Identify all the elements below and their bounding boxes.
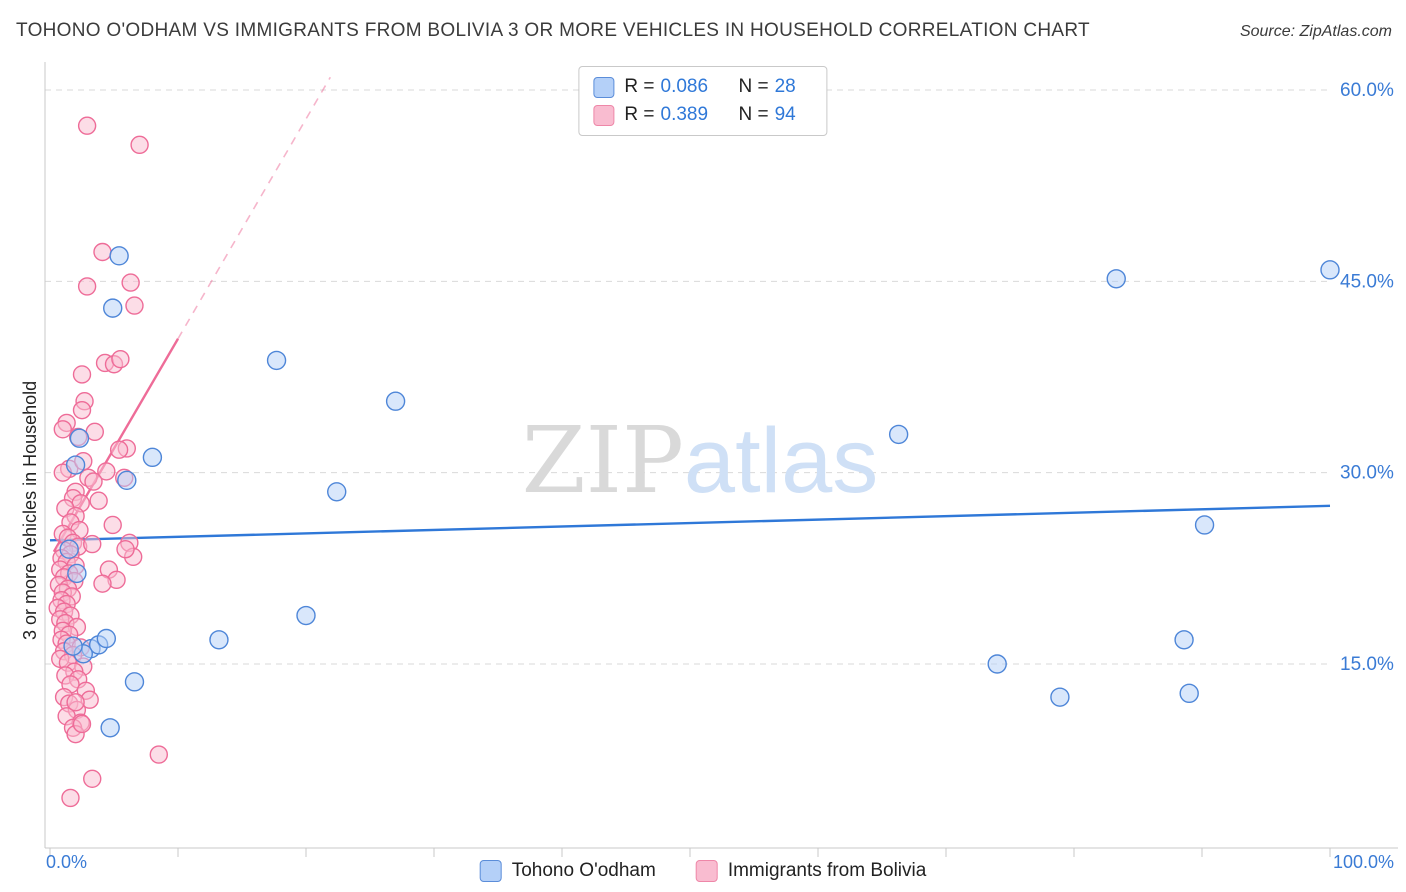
x-axis-max-label: 100.0% (1332, 852, 1394, 872)
legend-item-tohono: Tohono O'odham (479, 860, 656, 882)
bolivia-point[interactable] (111, 349, 130, 369)
bolivia-point[interactable] (130, 135, 149, 155)
tohono-point[interactable] (1194, 515, 1215, 535)
bolivia-point[interactable] (93, 574, 112, 593)
bolivia-point[interactable] (72, 714, 92, 734)
source-link[interactable]: Source: ZipAtlas.com (1239, 23, 1392, 40)
tohono-point[interactable] (888, 424, 909, 445)
tohono-point[interactable] (124, 672, 145, 692)
bolivia-point[interactable] (66, 693, 85, 712)
legend-item-bolivia: Immigrants from Bolivia (695, 860, 927, 882)
bolivia-point[interactable] (109, 440, 129, 459)
r-value: 0.389 (660, 104, 709, 125)
tohono-point[interactable] (987, 654, 1007, 674)
bolivia-point[interactable] (83, 534, 102, 554)
n-label: N = (738, 76, 769, 97)
y-tick-label: 45.0% (1340, 271, 1394, 292)
r-value: 0.086 (660, 76, 709, 97)
tohono-point[interactable] (1320, 260, 1340, 280)
y-tick-label: 15.0% (1340, 654, 1394, 675)
tohono-point[interactable] (63, 636, 83, 656)
legend-row-tohono: R = 0.086 N = 28 (593, 76, 808, 98)
r-label: R = (624, 104, 655, 125)
bolivia-point[interactable] (125, 296, 144, 315)
tohono-swatch-icon (593, 76, 615, 98)
tohono-swatch-icon (479, 860, 502, 882)
bolivia-point[interactable] (83, 769, 102, 789)
n-label: N = (738, 104, 769, 125)
legend-item-label: Immigrants from Bolivia (727, 860, 927, 881)
tohono-point[interactable] (209, 630, 229, 650)
r-label: R = (624, 76, 655, 97)
bolivia-swatch-icon (695, 860, 718, 882)
tohono-point[interactable] (117, 470, 137, 491)
tohono-point[interactable] (59, 539, 79, 559)
correlation-legend-box: R = 0.086 N = 28 R = 0.389 N = 94 (578, 66, 828, 136)
watermark: ZIPatlas (522, 407, 879, 514)
bolivia-swatch-icon (593, 104, 615, 126)
page-title: TOHONO O'ODHAM VS IMMIGRANTS FROM BOLIVI… (16, 20, 1090, 41)
bolivia-point[interactable] (149, 745, 169, 764)
tohono-point[interactable] (103, 298, 123, 318)
bolivia-point[interactable] (72, 400, 92, 420)
bolivia-point[interactable] (89, 491, 108, 510)
bolivia-point[interactable] (121, 273, 140, 292)
tohono-point[interactable] (100, 718, 120, 738)
tohono-point[interactable] (1106, 269, 1126, 289)
tohono-point[interactable] (109, 246, 129, 266)
tohono-point[interactable] (1174, 630, 1194, 650)
tohono-point[interactable] (385, 391, 406, 411)
bolivia-point[interactable] (53, 420, 72, 439)
series-legend: Tohono O'odham Immigrants from Bolivia (479, 860, 927, 882)
tohono-point[interactable] (69, 428, 90, 448)
tohono-point[interactable] (142, 447, 163, 468)
bolivia-point[interactable] (93, 242, 112, 262)
x-axis-min-label: 0.0% (46, 852, 88, 872)
header: TOHONO O'ODHAM VS IMMIGRANTS FROM BOLIVI… (16, 20, 1392, 42)
tohono-point[interactable] (65, 455, 86, 475)
bolivia-point[interactable] (84, 472, 103, 491)
tohono-point[interactable] (327, 482, 347, 502)
tohono-point[interactable] (296, 605, 316, 626)
bolivia-point[interactable] (61, 788, 80, 808)
bolivia-trend-extension (177, 76, 332, 340)
tohono-point[interactable] (266, 350, 287, 371)
tohono-point[interactable] (96, 628, 117, 649)
y-tick-label: 60.0% (1340, 80, 1394, 101)
bolivia-point[interactable] (103, 515, 122, 535)
tohono-point[interactable] (67, 563, 87, 584)
bolivia-point[interactable] (77, 277, 97, 296)
y-tick-label: 30.0% (1340, 463, 1394, 484)
bolivia-point[interactable] (77, 116, 97, 135)
tohono-trend-line (49, 504, 1331, 542)
bolivia-point[interactable] (72, 365, 92, 384)
y-axis-label: 3 or more Vehicles in Household (20, 380, 40, 640)
n-value: 94 (774, 104, 796, 125)
bolivia-point[interactable] (116, 540, 135, 559)
tohono-point[interactable] (1179, 683, 1199, 704)
bolivia-point[interactable] (97, 462, 116, 481)
legend-item-label: Tohono O'odham (511, 860, 656, 881)
legend-row-bolivia: R = 0.389 N = 94 (593, 104, 808, 126)
n-value: 28 (774, 76, 796, 97)
tohono-point[interactable] (1050, 687, 1070, 707)
